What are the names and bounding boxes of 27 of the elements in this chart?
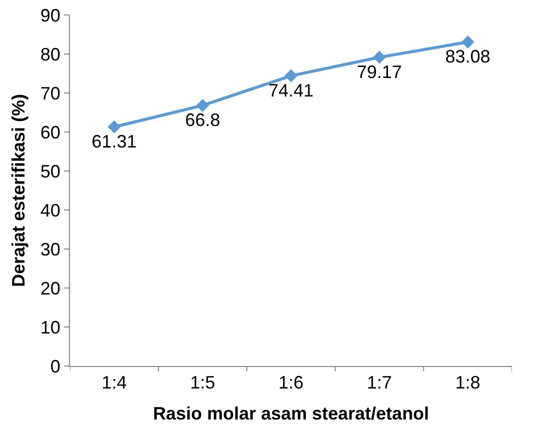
x-tick-label: 1:8 [455,372,480,393]
y-tick-label: 0 [50,356,60,376]
point [108,120,121,134]
y-tick-label: 10 [40,317,60,338]
y-tick-label: 90 [40,5,60,26]
y-tick-label: 70 [40,83,60,104]
x-tick-label: 1:6 [278,372,304,393]
y-tick-label: 50 [40,161,60,182]
y-tick-label: 20 [40,278,60,298]
point [196,98,210,112]
data-label: 74.41 [268,80,314,101]
x-tick-label: 1:7 [366,372,392,393]
point [372,50,386,64]
y-tick-label: 40 [40,200,60,220]
y-tick-label: 60 [40,122,60,142]
data-label: 61.31 [92,132,137,152]
data-label: 66.8 [185,110,220,130]
point [461,35,474,48]
y-axis-title: Derajat esterifikasi (%) [8,94,29,288]
x-axis-title: Rasio molar asam stearat/etanol [152,404,430,424]
data-label: 79.17 [356,62,402,82]
x-tick-label: 1:4 [102,372,127,393]
y-tick-label: 30 [40,239,60,260]
x-tick-label: 1:5 [190,372,216,393]
y-tick-label: 80 [40,44,60,64]
point [284,69,298,82]
data-label: 83.08 [445,46,490,67]
